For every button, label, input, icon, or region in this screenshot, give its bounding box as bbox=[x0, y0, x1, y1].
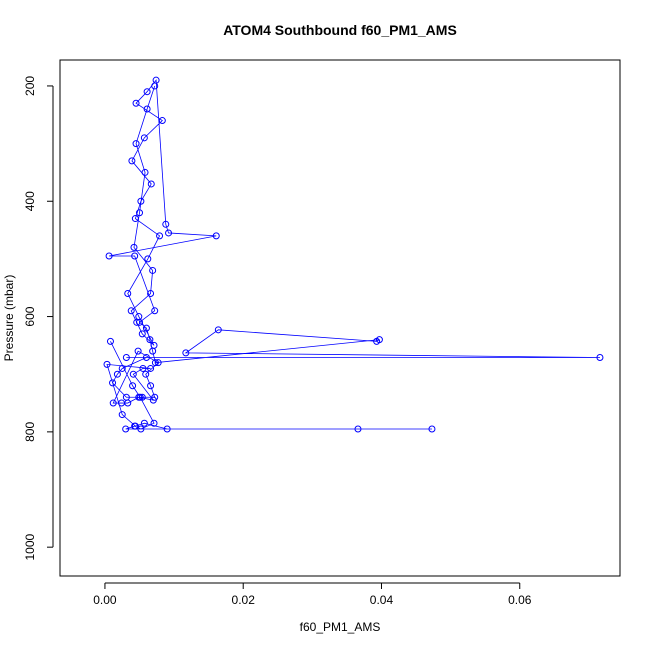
data-point bbox=[131, 252, 139, 260]
data-point bbox=[134, 347, 142, 355]
series-line bbox=[106, 79, 600, 430]
x-tick-label: 0.06 bbox=[508, 593, 532, 607]
data-point bbox=[212, 232, 220, 240]
data-point bbox=[128, 157, 136, 165]
data-point bbox=[113, 370, 121, 378]
data-point bbox=[150, 419, 158, 427]
data-point bbox=[428, 425, 436, 433]
data-point bbox=[354, 425, 362, 433]
data-point bbox=[140, 134, 148, 142]
data-point bbox=[129, 370, 137, 378]
data-point bbox=[146, 336, 154, 344]
data-point bbox=[109, 399, 117, 407]
y-axis: 200 400 600 800 1000 bbox=[23, 76, 54, 561]
data-point bbox=[131, 422, 139, 430]
data-point bbox=[105, 252, 113, 260]
y-tick-label: 600 bbox=[23, 306, 37, 326]
data-point bbox=[122, 425, 130, 433]
data-point bbox=[106, 337, 114, 345]
x-axis-label: f60_PM1_AMS bbox=[300, 620, 381, 634]
y-axis-label: Pressure (mbar) bbox=[2, 275, 16, 362]
data-point bbox=[136, 393, 144, 401]
y-tick-label: 200 bbox=[23, 76, 37, 96]
data-point bbox=[142, 370, 150, 378]
y-tick-label: 800 bbox=[23, 422, 37, 442]
y-tick-label: 1000 bbox=[23, 534, 37, 561]
data-point bbox=[147, 364, 155, 372]
chart-title: ATOM4 Southbound f60_PM1_AMS bbox=[223, 22, 457, 38]
data-point bbox=[136, 318, 144, 326]
data-point bbox=[149, 347, 157, 355]
data-point bbox=[138, 393, 146, 401]
data-point bbox=[138, 330, 146, 338]
data-point bbox=[139, 364, 147, 372]
data-point bbox=[127, 307, 135, 315]
data-point bbox=[165, 229, 173, 237]
data-point bbox=[143, 105, 151, 113]
data-point bbox=[147, 180, 155, 188]
data-point bbox=[131, 215, 139, 223]
data-point bbox=[182, 349, 190, 357]
data-point bbox=[137, 197, 145, 205]
data-point bbox=[373, 337, 381, 345]
data-point bbox=[147, 290, 155, 297]
data-point bbox=[130, 243, 138, 251]
data-point bbox=[596, 353, 604, 361]
data-point bbox=[147, 382, 155, 390]
data-point bbox=[151, 307, 159, 315]
data-point bbox=[136, 209, 144, 217]
data-point bbox=[152, 76, 160, 84]
plot-frame bbox=[59, 59, 621, 577]
data-point bbox=[142, 353, 150, 361]
data-point bbox=[122, 353, 130, 361]
data-point bbox=[149, 266, 157, 274]
y-tick-label: 400 bbox=[23, 191, 37, 211]
x-tick-label: 0.02 bbox=[232, 593, 256, 607]
data-point bbox=[137, 425, 145, 433]
x-axis: 0.00 0.02 0.04 0.06 bbox=[93, 582, 532, 607]
data-point bbox=[142, 324, 150, 332]
data-point bbox=[141, 168, 149, 176]
x-tick-label: 0.00 bbox=[93, 593, 117, 607]
data-point bbox=[154, 359, 162, 367]
data-point bbox=[158, 117, 166, 125]
plot-area bbox=[103, 76, 604, 433]
data-point bbox=[132, 140, 140, 148]
data-point bbox=[118, 364, 126, 372]
data-point bbox=[109, 379, 117, 387]
data-point bbox=[162, 220, 170, 228]
data-point bbox=[156, 232, 164, 240]
data-point bbox=[124, 290, 132, 297]
data-point bbox=[124, 399, 132, 407]
data-point bbox=[118, 411, 126, 419]
data-point bbox=[214, 326, 222, 334]
data-point bbox=[140, 419, 148, 427]
data-point bbox=[143, 88, 151, 96]
data-point bbox=[149, 396, 157, 404]
data-point bbox=[103, 360, 111, 368]
data-point bbox=[144, 255, 152, 263]
data-point bbox=[163, 425, 171, 433]
x-tick-label: 0.04 bbox=[370, 593, 394, 607]
data-point bbox=[129, 382, 137, 390]
data-point bbox=[132, 99, 140, 107]
data-point bbox=[151, 359, 159, 367]
